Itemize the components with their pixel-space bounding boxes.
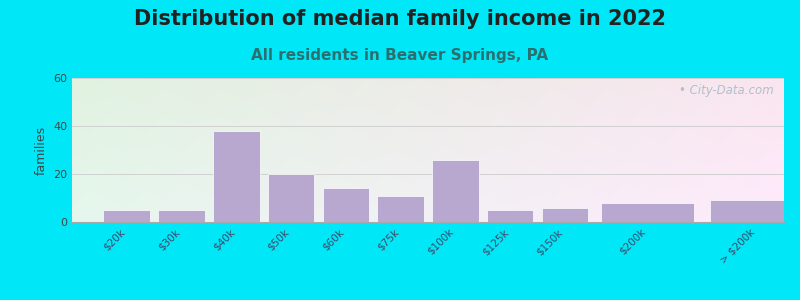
Bar (103, 210, 150, 222)
Y-axis label: families: families (34, 125, 47, 175)
Bar (487, 210, 534, 222)
Bar (542, 208, 588, 222)
Bar (710, 200, 800, 222)
Bar (158, 210, 205, 222)
Bar (601, 203, 694, 222)
Bar (268, 174, 314, 222)
Bar (213, 131, 259, 222)
Text: Distribution of median family income in 2022: Distribution of median family income in … (134, 9, 666, 29)
Bar (432, 160, 478, 222)
Text: All residents in Beaver Springs, PA: All residents in Beaver Springs, PA (251, 48, 549, 63)
Bar (322, 188, 369, 222)
Bar (378, 196, 424, 222)
Text: • City-Data.com: • City-Data.com (678, 84, 774, 97)
